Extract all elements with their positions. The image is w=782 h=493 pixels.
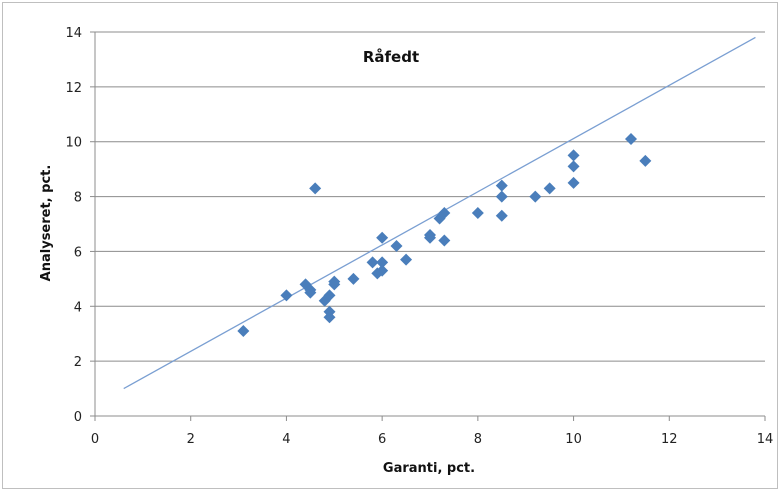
data-point xyxy=(237,324,250,337)
data-point xyxy=(328,278,341,291)
data-point xyxy=(347,272,360,285)
data-point xyxy=(567,149,580,162)
x-tick-label: 10 xyxy=(565,432,582,447)
chart-title: Råfedt xyxy=(363,48,419,66)
grid-layer xyxy=(95,31,765,362)
data-point xyxy=(625,132,637,145)
y-tick-label: 8 xyxy=(74,191,82,206)
x-tick-label: 12 xyxy=(661,432,678,447)
data-point xyxy=(438,207,451,220)
data-point xyxy=(366,256,379,269)
y-tick-label: 12 xyxy=(65,81,82,96)
data-point xyxy=(438,234,451,247)
y-tick-label: 4 xyxy=(74,300,82,315)
data-point xyxy=(424,231,436,244)
x-tick-label: 14 xyxy=(757,432,774,447)
data-point xyxy=(567,176,580,189)
data-point xyxy=(323,311,336,324)
data-point xyxy=(639,154,652,167)
data-point xyxy=(400,253,413,266)
y-tick-label: 14 xyxy=(65,26,82,41)
y-axis-title: Analyseret, pct. xyxy=(39,165,54,282)
data-point xyxy=(304,286,317,299)
data-point xyxy=(495,179,508,192)
data-point xyxy=(495,190,508,203)
y-tick-label: 10 xyxy=(65,136,82,151)
data-point xyxy=(309,182,322,195)
y-tick-label: 2 xyxy=(74,355,82,370)
x-tick-label: 6 xyxy=(378,432,386,447)
axis-layer: 0 2 4 6 8 10 12 14 0 2 4 6 8 10 12 14 xyxy=(65,26,773,447)
data-point xyxy=(376,231,389,244)
data-point xyxy=(495,209,508,222)
x-axis-title: Garanti, pct. xyxy=(383,461,475,476)
data-point xyxy=(471,207,484,220)
data-point xyxy=(323,289,336,302)
data-point xyxy=(567,160,580,173)
data-points-layer xyxy=(237,132,652,337)
data-point xyxy=(376,264,389,277)
y-tick-label: 6 xyxy=(74,245,82,260)
data-point xyxy=(543,182,556,195)
x-tick-label: 8 xyxy=(474,432,482,447)
data-point xyxy=(390,239,403,252)
x-tick-label: 0 xyxy=(91,432,99,447)
y-tick-label: 0 xyxy=(74,410,82,425)
data-point xyxy=(280,289,293,302)
x-tick-label: 2 xyxy=(187,432,195,447)
data-point xyxy=(529,190,542,203)
data-point xyxy=(376,256,389,269)
x-tick-label: 4 xyxy=(282,432,290,447)
